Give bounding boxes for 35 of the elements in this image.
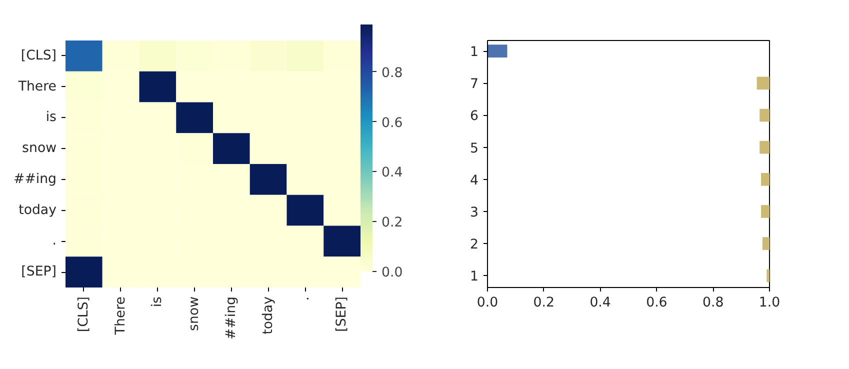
y-tick-label: 1 (470, 45, 479, 60)
y-tick-label: 6 (470, 109, 479, 124)
y-tick-label: 5 (470, 141, 479, 156)
x-tick-label: 0.0 (476, 296, 498, 310)
x-tick-label: is (150, 296, 166, 308)
y-tick-label: 4 (470, 173, 479, 188)
y-tick-label: 1 (470, 270, 479, 285)
y-tick-label: 7 (470, 77, 479, 92)
x-tick-label: snow (187, 296, 202, 331)
y-tick-label: . (52, 234, 57, 249)
y-tick-label: 3 (470, 205, 479, 220)
y-tick-label: ##ing (14, 172, 57, 187)
color-bar-label: 0.4 (382, 166, 403, 181)
x-tick-label: [SEP] (334, 296, 350, 332)
x-tick-label: today (260, 296, 276, 334)
x-tick-label: 0.8 (702, 296, 724, 310)
x-tick-label: 0.4 (590, 296, 611, 310)
y-tick-label: [CLS] (20, 48, 56, 64)
y-tick-label: today (18, 202, 57, 218)
color-bar-label: 0.6 (382, 116, 403, 131)
y-tick-label: There (17, 79, 57, 94)
color-bar-label: 0.2 (382, 216, 403, 231)
color-bar-label: 0.8 (382, 66, 403, 81)
y-tick-label: snow (22, 141, 57, 156)
x-tick-label: 1.0 (758, 296, 780, 310)
x-tick-label: There (113, 296, 128, 336)
y-tick-label: [SEP] (21, 264, 57, 280)
y-tick-label: 2 (470, 238, 479, 253)
x-tick-label: 0.6 (646, 296, 668, 310)
x-tick-label: ##ing (224, 296, 239, 340)
y-tick-label: is (46, 110, 57, 126)
x-tick-label: [CLS] (76, 296, 92, 332)
x-tick-label: 0.2 (533, 296, 555, 310)
color-bar-label: 0.0 (382, 266, 403, 280)
x-tick-label: . (298, 296, 313, 301)
